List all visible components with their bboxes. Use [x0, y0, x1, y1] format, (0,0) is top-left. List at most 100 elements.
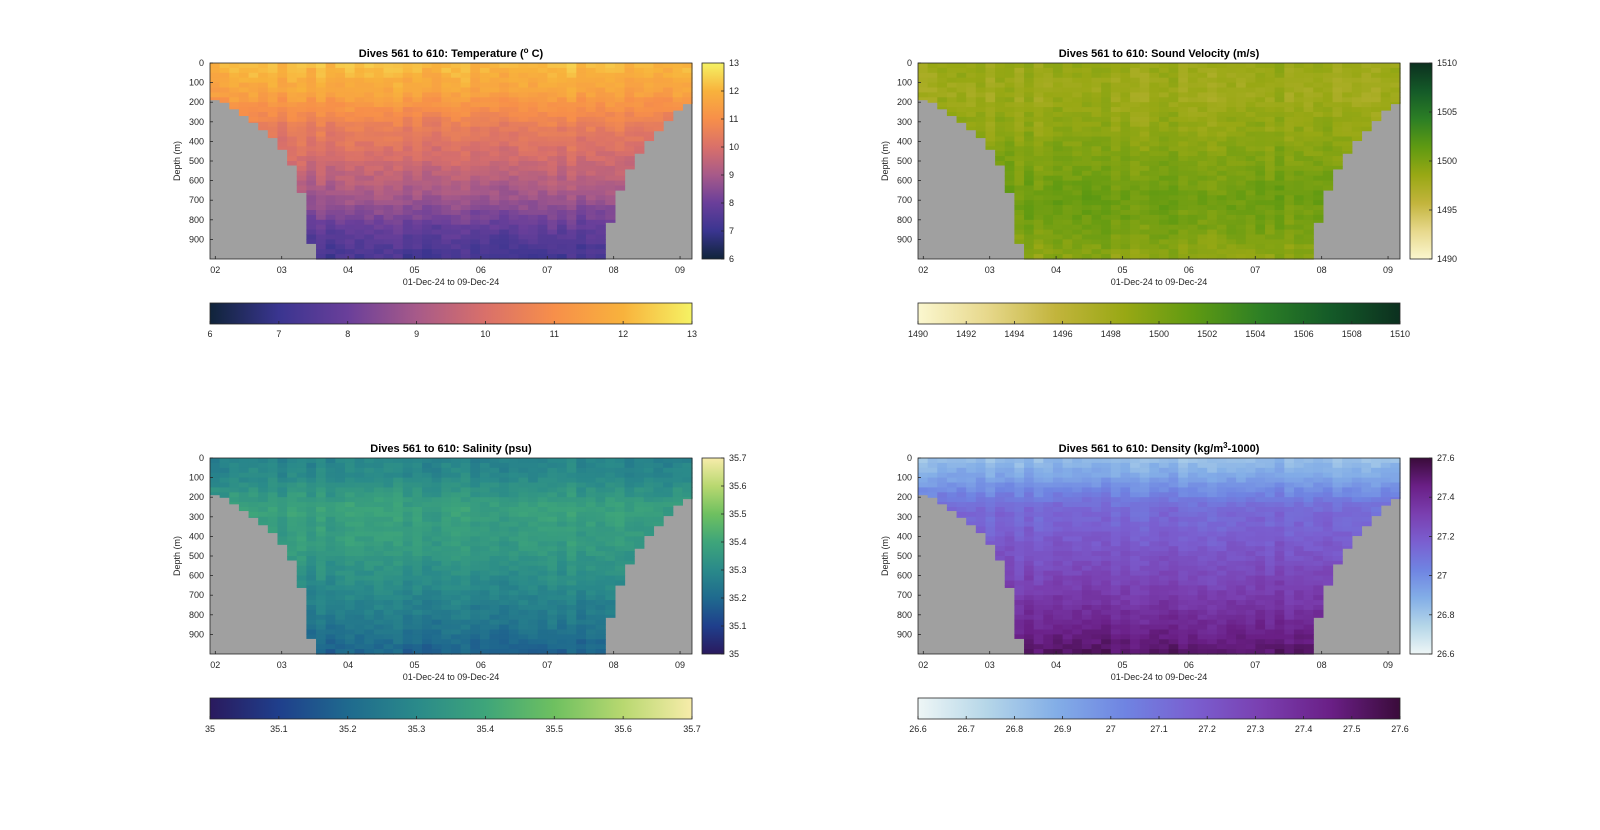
heatmap-cell: [624, 107, 635, 113]
heatmap-cell: [335, 521, 346, 528]
heatmap-cell: [576, 102, 587, 108]
heatmap-cell: [585, 502, 597, 508]
heatmap-cell: [585, 477, 597, 484]
heatmap-cell: [975, 67, 987, 74]
heatmap-cell: [1265, 121, 1276, 128]
heatmap-cell: [1043, 67, 1054, 74]
heatmap-cell: [1130, 165, 1141, 172]
heatmap-cell: [547, 511, 558, 518]
heatmap-cell: [624, 511, 635, 518]
heatmap-cell: [296, 551, 307, 557]
heatmap-cell: [595, 526, 606, 533]
heatmap-cell: [1371, 77, 1382, 84]
heatmap-cell: [431, 614, 442, 621]
heatmap-cell: [1130, 126, 1141, 133]
heatmap-cell: [1033, 131, 1044, 138]
heatmap-cell: [267, 97, 279, 103]
heatmap-cell: [537, 585, 548, 591]
heatmap-cell: [956, 492, 967, 498]
heatmap-cell: [422, 600, 433, 606]
heatmap-cell: [402, 556, 414, 562]
heatmap-cell: [1072, 121, 1083, 128]
heatmap-cell: [460, 82, 471, 89]
heatmap-cell: [325, 600, 336, 606]
heatmap-cell: [489, 205, 500, 211]
heatmap-cell: [1149, 165, 1160, 172]
heatmap-cell: [1226, 170, 1237, 177]
heatmap-cell: [1062, 239, 1073, 245]
heatmap-cell: [1149, 180, 1160, 187]
heatmap-cell: [306, 195, 317, 201]
heatmap-cell: [1197, 92, 1208, 98]
heatmap-cell: [585, 234, 597, 240]
heatmap-cell: [518, 614, 529, 621]
heatmap-cell: [985, 126, 996, 133]
heatmap-cell: [316, 477, 327, 484]
heatmap-cell: [287, 92, 298, 98]
y-tick-label: 900: [189, 629, 204, 639]
heatmap-cell: [1255, 175, 1266, 182]
heatmap-cell: [383, 92, 394, 98]
heatmap-cell: [325, 180, 336, 187]
heatmap-cell: [238, 67, 250, 74]
heatmap-cell: [937, 458, 948, 464]
heatmap-cell: [653, 502, 664, 508]
heatmap-cell: [918, 458, 929, 464]
heatmap-cell: [966, 497, 977, 503]
heatmap-cell: [248, 82, 259, 89]
heatmap-cell: [1236, 185, 1247, 191]
heatmap-cell: [1101, 112, 1112, 118]
heatmap-cell: [460, 170, 471, 177]
heatmap-cell: [528, 180, 539, 187]
heatmap-cell: [595, 92, 606, 98]
heatmap-cell: [479, 229, 491, 236]
heatmap-cell: [364, 224, 375, 231]
heatmap-cell: [316, 249, 327, 255]
heatmap-cell: [1062, 131, 1073, 138]
heatmap-cell: [1255, 195, 1266, 201]
heatmap-cell: [335, 121, 346, 128]
heatmap-cell: [441, 458, 452, 464]
heatmap-cell: [451, 224, 462, 231]
heatmap-cell: [373, 502, 385, 508]
heatmap-cell: [547, 541, 558, 547]
heatmap-cell: [335, 639, 346, 645]
heatmap-cell: [1024, 121, 1035, 128]
heatmap-cell: [682, 72, 693, 79]
heatmap-cell: [1313, 185, 1324, 191]
heatmap-cell: [528, 536, 539, 542]
heatmap-cell: [393, 121, 404, 128]
heatmap-cell: [441, 467, 452, 474]
heatmap-cell: [1101, 121, 1112, 128]
heatmap-cell: [624, 516, 635, 523]
heatmap-cell: [335, 239, 346, 245]
heatmap-cell: [1303, 97, 1314, 103]
heatmap-cell: [566, 97, 577, 103]
heatmap-cell: [918, 492, 929, 496]
heatmap-cell: [966, 502, 977, 508]
heatmap-cell: [1197, 141, 1208, 147]
heatmap-cell: [412, 205, 423, 211]
heatmap-cell: [576, 634, 587, 640]
heatmap-cell: [316, 107, 327, 113]
heatmap-cell: [576, 77, 587, 84]
heatmap-cell: [316, 136, 327, 142]
heatmap-cell: [287, 487, 298, 493]
heatmap-cell: [1255, 249, 1266, 255]
heatmap-cell: [537, 492, 548, 498]
heatmap-cell: [634, 77, 645, 84]
heatmap-cell: [422, 219, 433, 226]
heatmap-cell: [1245, 214, 1256, 221]
heatmap-cell: [1245, 210, 1256, 216]
heatmap-cell: [634, 536, 645, 542]
heatmap-cell: [489, 239, 500, 245]
heatmap-cell: [518, 156, 529, 162]
heatmap-cell: [1043, 156, 1054, 162]
heatmap-cell: [1052, 175, 1064, 182]
heatmap-cell: [402, 521, 414, 528]
heatmap-cell: [576, 507, 587, 513]
heatmap-cell: [1390, 102, 1401, 105]
heatmap-cell: [508, 624, 520, 631]
heatmap-cell: [1043, 249, 1054, 255]
heatmap-cell: [489, 67, 500, 74]
